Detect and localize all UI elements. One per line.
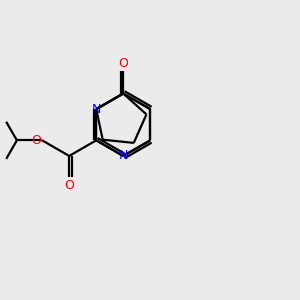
Text: O: O <box>31 134 41 147</box>
Text: N: N <box>92 103 101 116</box>
Text: N: N <box>118 149 128 162</box>
Text: O: O <box>64 179 74 192</box>
Text: O: O <box>118 57 128 70</box>
